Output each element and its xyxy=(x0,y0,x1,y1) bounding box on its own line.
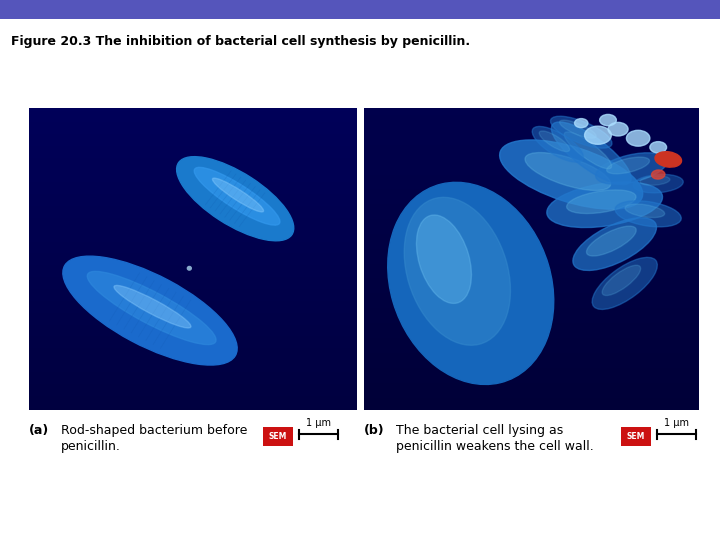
Ellipse shape xyxy=(626,130,650,146)
Ellipse shape xyxy=(650,141,667,153)
FancyBboxPatch shape xyxy=(263,427,293,446)
Ellipse shape xyxy=(551,116,612,148)
Ellipse shape xyxy=(194,167,280,225)
Ellipse shape xyxy=(176,157,294,241)
Ellipse shape xyxy=(567,190,636,213)
Ellipse shape xyxy=(652,170,665,179)
Ellipse shape xyxy=(387,183,554,384)
Ellipse shape xyxy=(640,176,670,185)
Ellipse shape xyxy=(607,157,649,174)
Ellipse shape xyxy=(559,120,596,138)
Ellipse shape xyxy=(564,132,611,169)
Ellipse shape xyxy=(63,256,237,365)
Text: 1 μm: 1 μm xyxy=(306,417,331,428)
Ellipse shape xyxy=(404,197,510,345)
Text: (a): (a) xyxy=(29,424,49,437)
Ellipse shape xyxy=(87,272,216,345)
Ellipse shape xyxy=(633,174,683,193)
Text: Rod-shaped bacterium before: Rod-shaped bacterium before xyxy=(61,424,248,437)
Ellipse shape xyxy=(187,266,192,270)
FancyBboxPatch shape xyxy=(621,427,651,446)
Text: 1 μm: 1 μm xyxy=(664,417,689,428)
Ellipse shape xyxy=(552,122,631,185)
Text: SEM: SEM xyxy=(626,432,645,441)
Ellipse shape xyxy=(500,140,643,209)
FancyBboxPatch shape xyxy=(0,0,720,19)
Ellipse shape xyxy=(608,123,628,136)
Ellipse shape xyxy=(600,114,616,126)
Ellipse shape xyxy=(575,119,588,127)
Text: SEM: SEM xyxy=(269,432,287,441)
Ellipse shape xyxy=(615,201,681,227)
Text: Figure 20.3 The inhibition of bacterial cell synthesis by penicillin.: Figure 20.3 The inhibition of bacterial … xyxy=(11,35,470,48)
Ellipse shape xyxy=(416,215,472,303)
Ellipse shape xyxy=(587,226,636,256)
Ellipse shape xyxy=(532,126,583,162)
Ellipse shape xyxy=(525,153,611,191)
Ellipse shape xyxy=(595,153,667,184)
Text: (b): (b) xyxy=(364,424,384,437)
Ellipse shape xyxy=(585,126,611,144)
Ellipse shape xyxy=(114,286,191,328)
Text: The bacterial cell lysing as: The bacterial cell lysing as xyxy=(396,424,563,437)
Ellipse shape xyxy=(539,131,570,152)
Text: penicillin weakens the cell wall.: penicillin weakens the cell wall. xyxy=(396,440,594,453)
Ellipse shape xyxy=(573,218,657,271)
Ellipse shape xyxy=(212,178,264,212)
Ellipse shape xyxy=(625,204,665,218)
Text: penicillin.: penicillin. xyxy=(61,440,121,453)
Ellipse shape xyxy=(602,265,641,295)
Ellipse shape xyxy=(546,182,662,227)
Ellipse shape xyxy=(592,258,657,309)
Ellipse shape xyxy=(655,152,682,167)
